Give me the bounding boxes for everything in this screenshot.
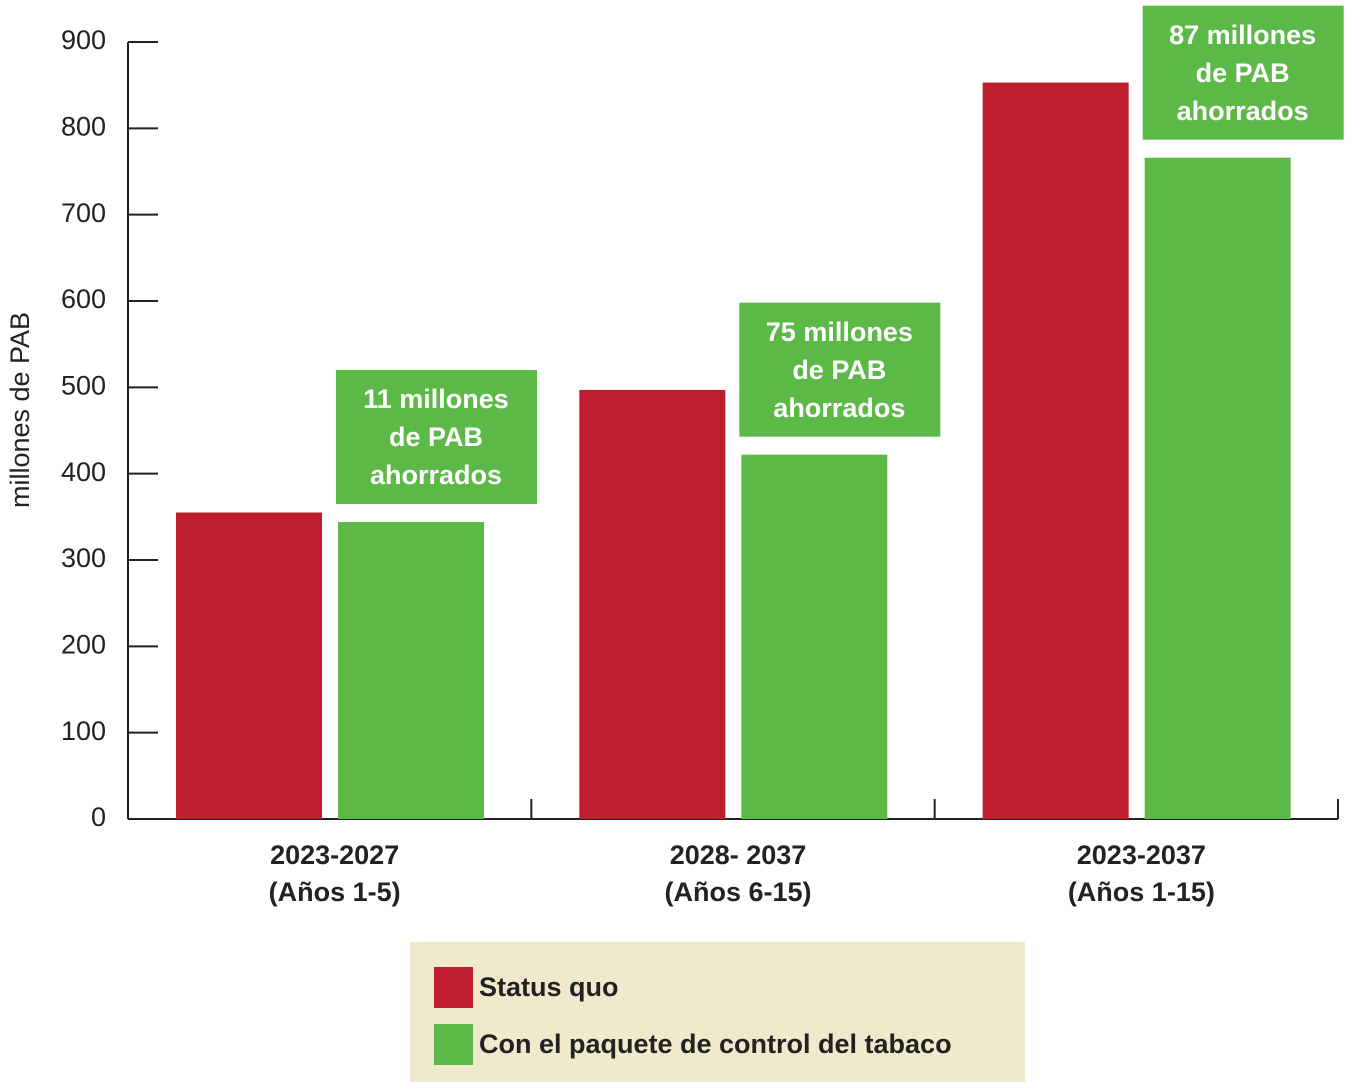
annotation-text: 75 millones (766, 317, 913, 347)
legend-box (410, 942, 1025, 1082)
annotation-text: de PAB (1196, 58, 1290, 88)
annotation-text: ahorrados (1177, 96, 1309, 126)
annotation-text: de PAB (792, 355, 886, 385)
bar (982, 82, 1129, 820)
annotation-text: 87 millones (1169, 20, 1316, 50)
bar (579, 389, 726, 819)
x-tick-label: 2023-2027 (270, 840, 399, 870)
annotation-text: 11 millones (363, 384, 509, 414)
bar (176, 512, 322, 819)
legend-label: Con el paquete de control del tabaco (479, 1029, 952, 1059)
annotation-box (336, 370, 537, 505)
legend-swatch (434, 1024, 473, 1065)
bar (741, 454, 888, 819)
annotation-text: ahorrados (370, 460, 502, 490)
y-tick-label: 100 (61, 716, 106, 746)
x-tick-label: (Años 6-15) (664, 877, 811, 907)
x-tick-label: (Años 1-5) (269, 877, 401, 907)
bar (338, 522, 484, 819)
y-tick-label: 400 (61, 457, 106, 487)
annotation-text: de PAB (389, 422, 483, 452)
legend-swatch (434, 967, 473, 1008)
x-tick-label: (Años 1-15) (1068, 877, 1215, 907)
annotation-box (739, 302, 941, 437)
y-tick-label: 900 (61, 25, 106, 55)
bar (1144, 157, 1291, 820)
legend-label: Status quo (479, 972, 619, 1002)
y-tick-label: 800 (61, 111, 106, 141)
y-axis-label: millones de PAB (5, 312, 35, 508)
y-tick-label: 600 (61, 284, 106, 314)
y-tick-label: 700 (61, 198, 106, 228)
annotation-box (1142, 5, 1344, 140)
x-tick-label: 2023-2037 (1077, 840, 1206, 870)
annotation-text: ahorrados (773, 393, 905, 423)
y-tick-label: 200 (61, 629, 106, 659)
x-tick-label: 2028- 2037 (670, 840, 807, 870)
y-tick-label: 300 (61, 543, 106, 573)
y-tick-label: 0 (91, 802, 106, 832)
y-tick-label: 500 (61, 370, 106, 400)
